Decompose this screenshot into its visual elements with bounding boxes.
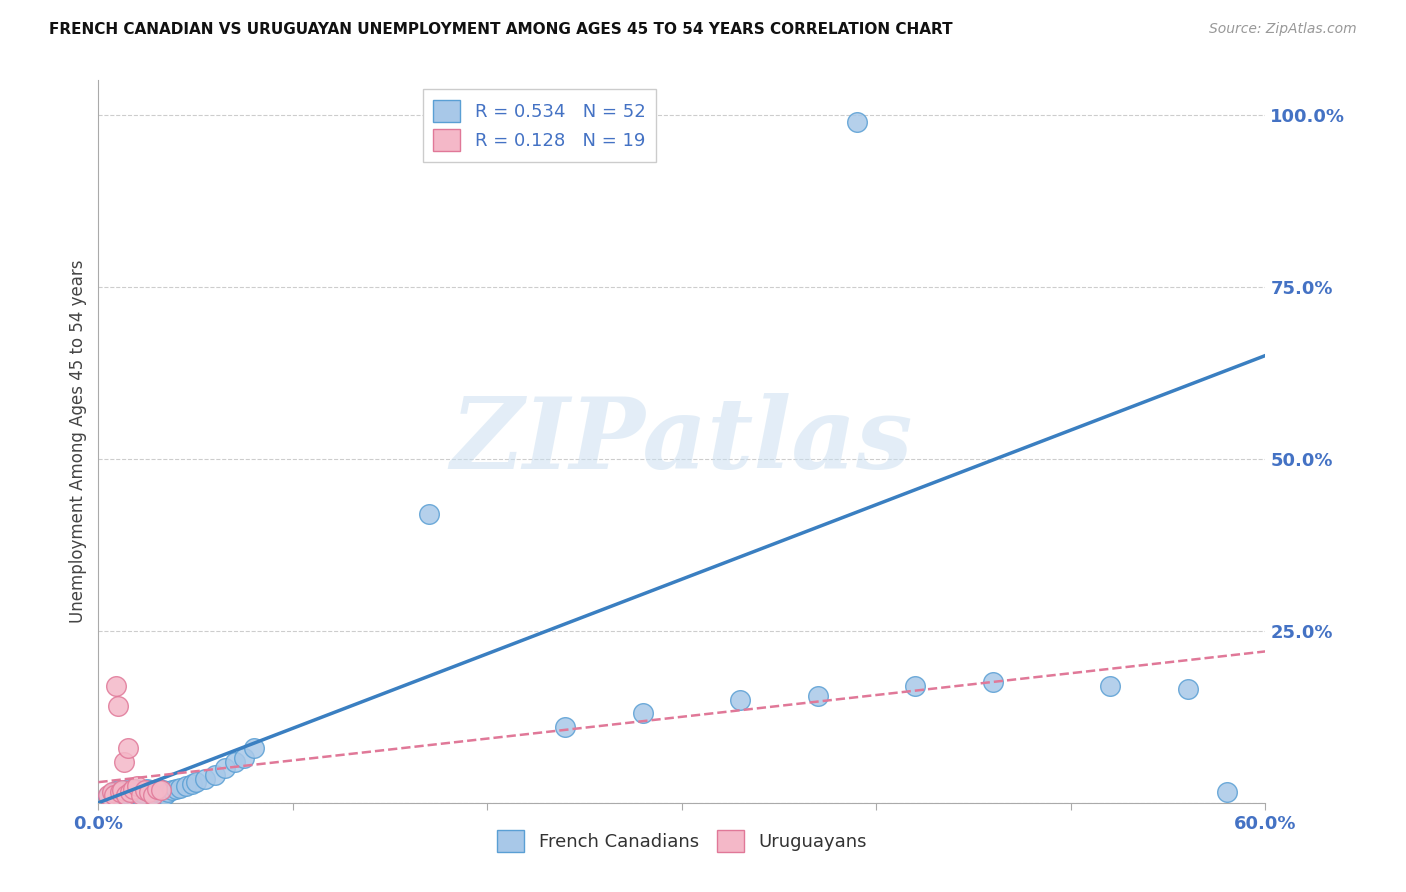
Point [204, 768, 226, 782]
Point [104, 679, 127, 693]
Point [127, 783, 149, 797]
Point [118, 785, 141, 799]
Point [112, 785, 135, 799]
Point [103, 785, 125, 799]
Point [194, 772, 217, 786]
Point [148, 782, 170, 797]
Point [142, 788, 165, 802]
Point [142, 788, 165, 802]
Point [134, 783, 156, 797]
Point [138, 785, 160, 799]
Point [117, 782, 139, 797]
Point [418, 507, 440, 521]
Point [114, 788, 136, 802]
Point [149, 785, 172, 799]
Point [807, 689, 830, 703]
Text: ZIPatlas: ZIPatlas [451, 393, 912, 490]
Point [134, 783, 156, 797]
Point [139, 783, 162, 797]
Point [1098, 679, 1121, 693]
Text: FRENCH CANADIAN VS URUGUAYAN UNEMPLOYMENT AMONG AGES 45 TO 54 YEARS CORRELATION : FRENCH CANADIAN VS URUGUAYAN UNEMPLOYMEN… [49, 22, 953, 37]
Point [107, 699, 129, 714]
Point [730, 692, 752, 706]
Point [631, 706, 654, 721]
Point [129, 785, 152, 799]
Point [180, 776, 202, 790]
Text: Source: ZipAtlas.com: Source: ZipAtlas.com [1209, 22, 1357, 37]
Point [114, 789, 136, 803]
Point [107, 788, 129, 802]
Point [117, 740, 139, 755]
Point [117, 787, 139, 801]
Point [1294, 114, 1316, 128]
Point [122, 788, 145, 802]
Point [243, 740, 266, 755]
Point [149, 783, 172, 797]
Point [107, 783, 129, 797]
Point [1177, 682, 1199, 697]
Point [214, 761, 236, 775]
Point [184, 775, 207, 789]
Point [118, 785, 141, 799]
Point [162, 783, 184, 797]
Point [904, 679, 927, 693]
Point [224, 755, 246, 769]
Point [165, 782, 187, 797]
Point [132, 786, 155, 800]
Point [101, 785, 124, 799]
Point [103, 788, 125, 802]
Point [127, 785, 149, 799]
Point [136, 782, 159, 797]
Point [554, 720, 576, 734]
Point [138, 785, 160, 799]
Point [129, 788, 152, 802]
Point [108, 785, 131, 799]
Point [146, 785, 169, 799]
Point [1215, 785, 1237, 799]
Point [111, 786, 134, 800]
Point [97, 788, 120, 802]
Point [128, 788, 150, 802]
Point [146, 782, 169, 797]
Y-axis label: Unemployment Among Ages 45 to 54 years: Unemployment Among Ages 45 to 54 years [69, 260, 87, 624]
Point [122, 785, 145, 799]
Point [122, 782, 145, 797]
Point [157, 785, 180, 799]
Point [121, 783, 143, 797]
Legend: French Canadians, Uruguayans: French Canadians, Uruguayans [489, 822, 875, 859]
Point [112, 755, 135, 769]
Point [233, 751, 256, 765]
Point [97, 789, 120, 803]
Point [152, 783, 174, 797]
Point [846, 114, 869, 128]
Point [127, 779, 149, 793]
Point [981, 675, 1004, 690]
Point [174, 779, 197, 793]
Point [169, 780, 191, 795]
Point [124, 782, 146, 797]
Point [111, 783, 134, 797]
Point [153, 788, 176, 802]
